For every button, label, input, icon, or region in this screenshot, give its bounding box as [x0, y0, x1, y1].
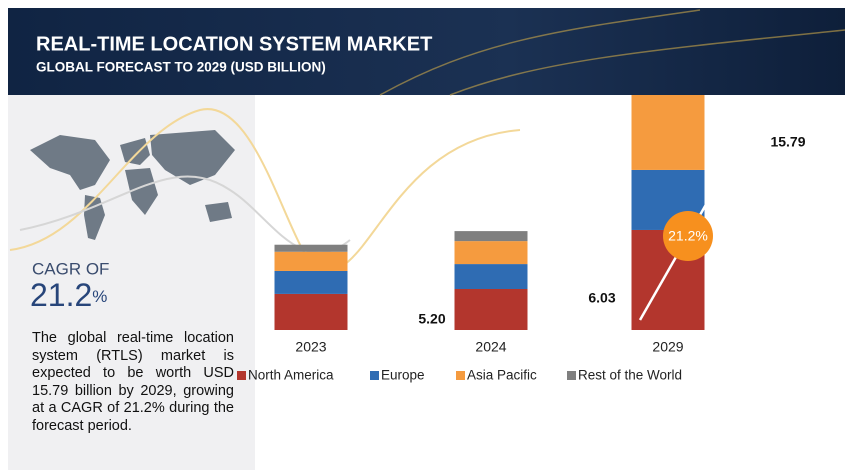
bar-segment: [454, 289, 528, 330]
legend-label: Asia Pacific: [467, 368, 537, 383]
legend-swatch: [370, 371, 379, 380]
cagr-bubble-text: 21.2%: [668, 228, 708, 244]
header-bg: [8, 8, 845, 95]
legend-swatch: [456, 371, 465, 380]
bar-segment: [631, 84, 705, 170]
cagr-unit: %: [92, 287, 107, 306]
subtitle: GLOBAL FORECAST TO 2029 (USD BILLION): [36, 60, 326, 75]
decor-lines: [379, 9, 846, 96]
legend-swatch: [567, 371, 576, 380]
decor-swoosh: [9, 108, 521, 273]
bar-segment: [454, 241, 528, 265]
bar-segment: [454, 231, 528, 242]
bar-segment: [274, 244, 348, 252]
legend-label: Europe: [381, 368, 425, 383]
x-tick-label: 2023: [295, 339, 326, 355]
cagr-value: 21.2%: [30, 277, 107, 313]
bar-segment: [274, 270, 348, 294]
total-label: 5.20: [418, 311, 445, 327]
bar-segment: [274, 251, 348, 271]
legend-label: Rest of the World: [578, 368, 682, 383]
total-label: 6.03: [588, 290, 615, 306]
legend-label: North America: [248, 368, 334, 383]
legend-swatch: [237, 371, 246, 380]
bar-segment: [454, 264, 528, 289]
arrow-head: [733, 137, 744, 150]
x-tick-label: 2029: [652, 339, 683, 355]
cagr-bubble: [663, 211, 713, 261]
total-label: 15.79: [770, 134, 805, 150]
bar-segment: [274, 293, 348, 330]
cagr-number: 21.2: [30, 277, 92, 313]
cagr-label: CAGR OF: [32, 259, 109, 278]
x-tick-label: 2024: [475, 339, 506, 355]
bars: [274, 71, 705, 330]
world-map: [30, 130, 235, 240]
header: REAL-TIME LOCATION SYSTEM MARKET GLOBAL …: [8, 8, 846, 96]
title: REAL-TIME LOCATION SYSTEM MARKET: [36, 33, 432, 55]
description: The global real-time location system (RT…: [32, 330, 234, 434]
